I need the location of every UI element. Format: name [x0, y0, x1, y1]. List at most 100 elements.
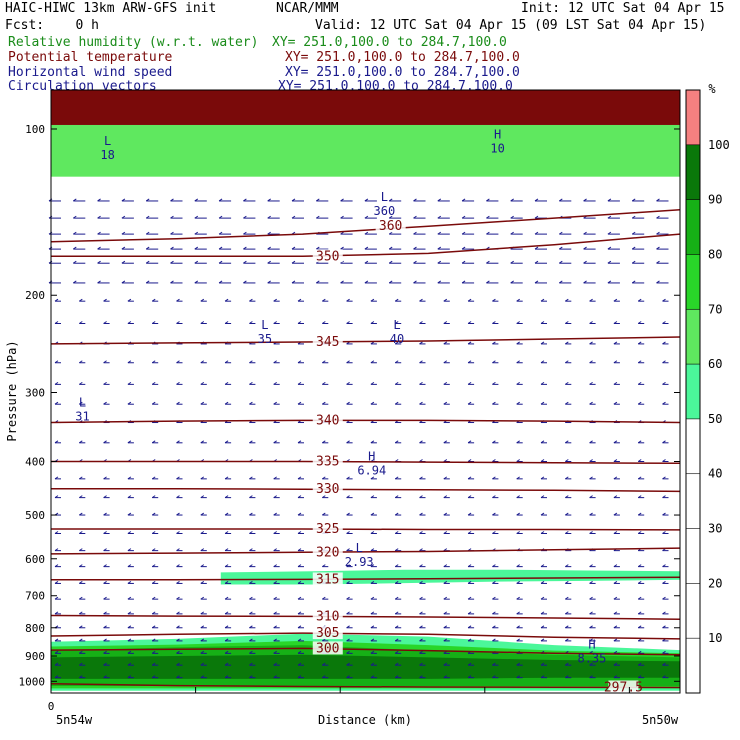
- wind-vector: [79, 596, 86, 600]
- wind-vector-head: [73, 215, 77, 219]
- wind-vector: [249, 596, 256, 600]
- wind-vector-head: [394, 596, 399, 600]
- wind-vector: [297, 360, 304, 364]
- wind-vector-head: [151, 581, 156, 584]
- wind-vector-head: [170, 246, 174, 250]
- wind-vector: [516, 459, 523, 463]
- wind-vector: [103, 564, 110, 568]
- wind-vector-head: [322, 495, 326, 499]
- wind-vector-head: [419, 625, 423, 629]
- wind-vector-head: [200, 662, 205, 666]
- wind-vector: [583, 260, 596, 264]
- wind-vector: [467, 564, 475, 568]
- wind-vector-head: [437, 198, 442, 202]
- wind-vector-head: [540, 381, 545, 385]
- upper-level-moist-band: [51, 124, 680, 177]
- theta-label-310: 310: [316, 609, 339, 624]
- wind-vector-head: [73, 231, 77, 235]
- wind-vector: [224, 581, 232, 584]
- wind-vector: [534, 280, 547, 284]
- wind-vector-head: [510, 260, 514, 264]
- wind-vector: [662, 298, 669, 302]
- wind-vector: [316, 215, 329, 219]
- theta-label-bg: [312, 626, 343, 640]
- wind-vector: [297, 675, 304, 679]
- wind-vector: [656, 280, 669, 284]
- wind-vector-head: [273, 564, 277, 568]
- wind-vector: [346, 401, 353, 405]
- wind-vector: [103, 638, 110, 642]
- wind-vector-head: [565, 531, 569, 534]
- wind-vector-head: [297, 662, 302, 666]
- wind-vector: [145, 215, 159, 219]
- extremum-value-6: 18: [100, 148, 114, 162]
- wind-vector: [243, 198, 256, 202]
- wind-vector-head: [346, 581, 350, 584]
- wind-vector: [589, 531, 596, 534]
- wind-vector: [73, 280, 86, 284]
- wind-vector: [267, 215, 280, 219]
- wind-vector-head: [243, 215, 247, 219]
- wind-vector: [194, 231, 207, 235]
- wind-vector-head: [461, 215, 466, 219]
- wind-vector: [613, 662, 620, 666]
- wind-vector-head: [273, 476, 277, 480]
- wind-vector-head: [249, 548, 253, 552]
- wind-vector: [589, 381, 596, 385]
- wind-vector-head: [419, 495, 423, 499]
- wind-vector-head: [249, 360, 253, 364]
- wind-vector: [589, 581, 596, 584]
- wind-vector: [103, 298, 110, 302]
- theta-label-bg: [312, 454, 343, 468]
- wind-vector: [54, 495, 61, 499]
- wind-vector-head: [613, 638, 618, 642]
- wind-vector: [613, 298, 620, 302]
- wind-vector-head: [346, 512, 350, 516]
- wind-vector: [151, 321, 159, 324]
- wind-vector: [273, 675, 280, 679]
- wind-vector-head: [121, 246, 126, 250]
- wind-vector-head: [322, 401, 326, 405]
- wind-vector-head: [565, 581, 569, 584]
- wind-vector-head: [340, 198, 344, 202]
- wind-vector: [145, 231, 159, 235]
- wind-vector: [200, 476, 207, 480]
- wind-vector: [316, 246, 329, 250]
- wind-vector-head: [443, 341, 448, 345]
- wind-vector-head: [224, 512, 229, 516]
- wind-vector: [249, 512, 256, 516]
- wind-vector: [589, 401, 596, 405]
- wind-vector: [662, 512, 669, 516]
- wind-vector-head: [637, 662, 642, 666]
- wind-vector-head: [589, 581, 593, 584]
- wind-vector: [127, 440, 134, 444]
- wind-vector: [194, 260, 207, 264]
- wind-vector-head: [370, 512, 375, 516]
- wind-vector-head: [631, 231, 636, 235]
- wind-vector: [364, 260, 377, 264]
- extremum-value-0: 35: [258, 332, 272, 346]
- wind-vector-head: [151, 440, 156, 444]
- wind-vector-head: [637, 459, 642, 462]
- wind-vector-head: [176, 548, 180, 552]
- wind-vector: [565, 564, 572, 568]
- colorbar-band-90: [686, 144, 700, 200]
- wind-vector: [127, 512, 134, 516]
- wind-vector: [394, 611, 402, 615]
- wind-vector-head: [200, 548, 205, 552]
- wind-vector-head: [413, 260, 417, 264]
- wind-vector: [273, 662, 280, 666]
- wind-vector-head: [322, 596, 326, 600]
- wind-vector-head: [419, 638, 423, 642]
- wind-vector: [243, 260, 256, 264]
- wind-vector: [79, 650, 86, 654]
- wind-vector: [467, 381, 475, 385]
- wind-vector: [394, 650, 402, 654]
- wind-vector-head: [443, 611, 448, 615]
- wind-vector: [613, 401, 620, 405]
- wind-vector: [127, 638, 134, 642]
- wind-vector-head: [540, 662, 545, 666]
- wind-vector-head: [516, 638, 520, 642]
- wind-vector: [559, 246, 572, 250]
- wind-vector: [176, 548, 183, 552]
